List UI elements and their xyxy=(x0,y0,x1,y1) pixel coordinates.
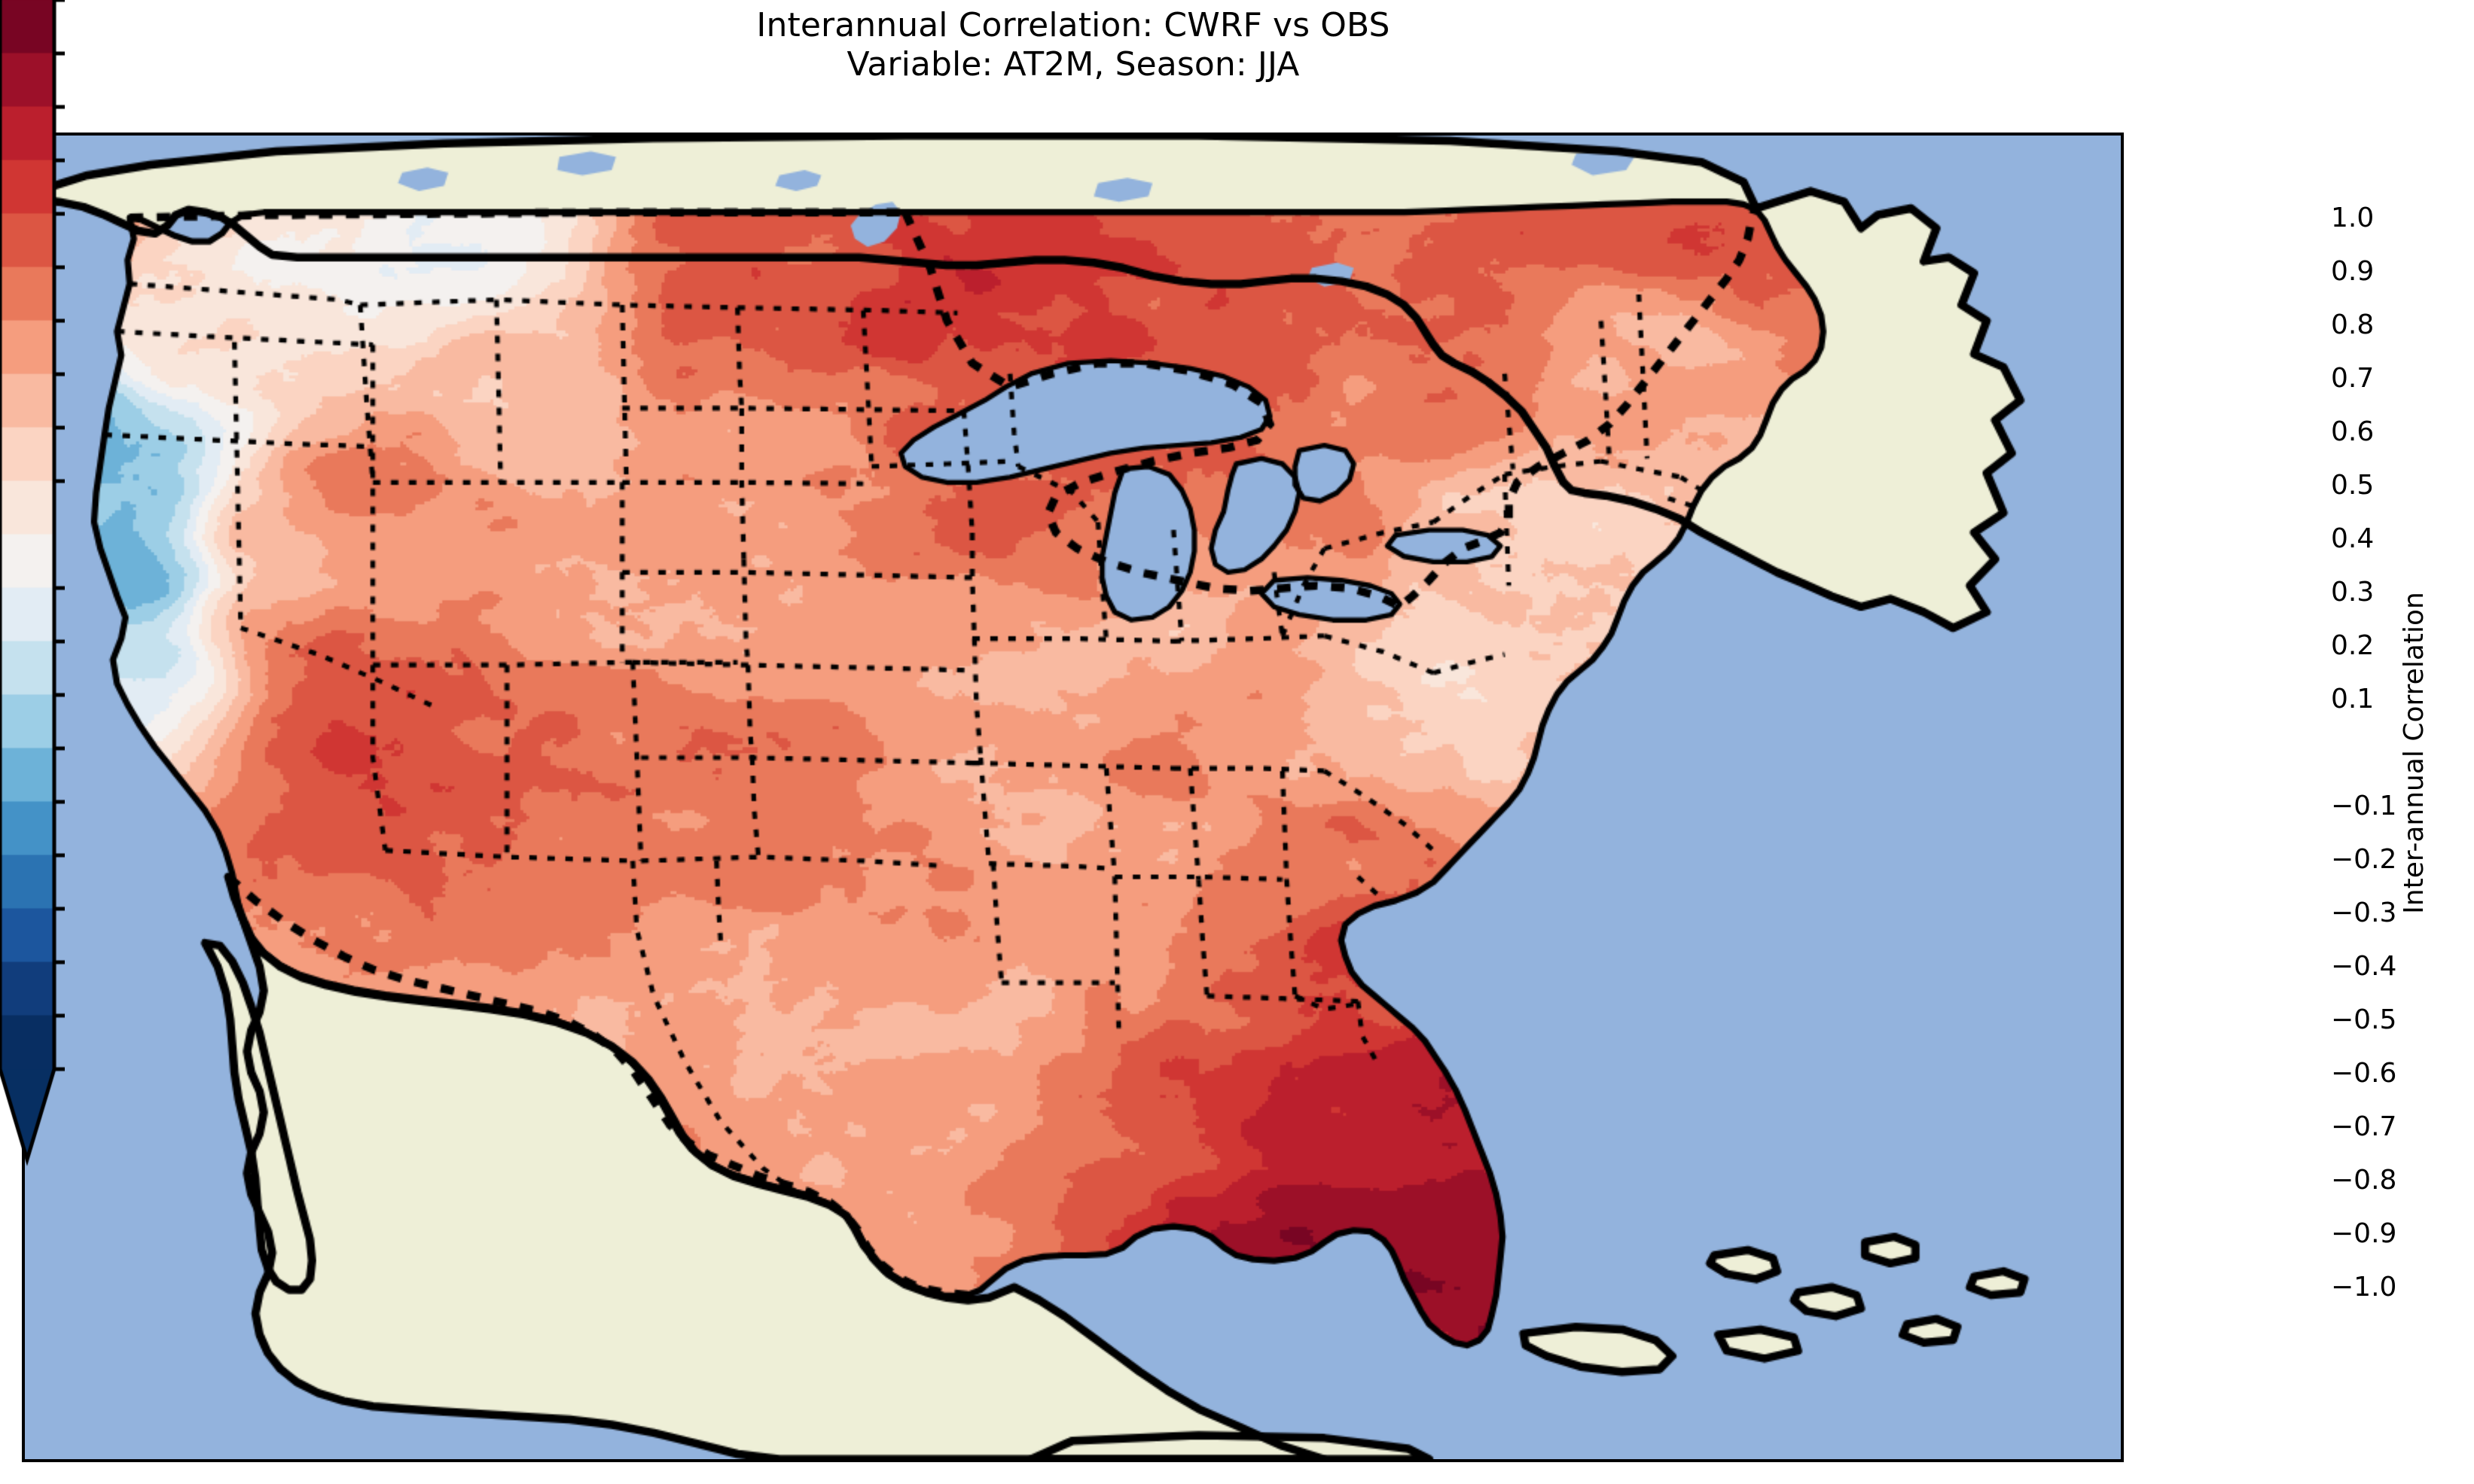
colorbar-tick-11: −0.2 xyxy=(2331,844,2397,875)
correlation-map xyxy=(25,136,2121,1459)
colorbar-axis-label: Inter-annual Correlation xyxy=(2399,592,2430,914)
colorbar-tick-19: −1.0 xyxy=(2331,1272,2397,1303)
colorbar-tick-9: 0.1 xyxy=(2331,684,2375,715)
map-axes xyxy=(22,133,2124,1462)
colorbar-tick-7: 0.3 xyxy=(2331,577,2375,608)
colorbar-tick-15: −0.6 xyxy=(2331,1058,2397,1089)
colorbar-tick-14: −0.5 xyxy=(2331,1004,2397,1035)
colorbar-tick-8: 0.2 xyxy=(2331,630,2375,661)
figure-title: Interannual Correlation: CWRF vs OBS Var… xyxy=(0,6,2146,84)
colorbar-tick-17: −0.8 xyxy=(2331,1165,2397,1196)
colorbar-tick-3: 0.7 xyxy=(2331,363,2375,394)
title-line-2: Variable: AT2M, Season: JJA xyxy=(847,44,1300,84)
colorbar-tick-4: 0.6 xyxy=(2331,416,2375,447)
colorbar-tick-1: 0.9 xyxy=(2331,256,2375,287)
colorbar-tick-labels: 1.0 0.9 0.8 0.7 0.6 0.5 0.4 0.3 0.2 0.1 −0.1 −0.2 −0… xyxy=(2331,205,2414,1301)
title-line-1: Interannual Correlation: CWRF vs OBS xyxy=(756,6,1390,44)
colorbar-tick-13: −0.4 xyxy=(2331,951,2397,982)
colorbar-gradient xyxy=(0,0,65,1181)
colorbar-tick-2: 0.8 xyxy=(2331,309,2375,340)
colorbar-tick-10: −0.1 xyxy=(2331,791,2397,821)
colorbar-tick-0: 1.0 xyxy=(2331,203,2375,233)
colorbar-tick-5: 0.5 xyxy=(2331,470,2375,501)
colorbar-tick-18: −0.9 xyxy=(2331,1218,2397,1249)
colorbar-tick-6: 0.4 xyxy=(2331,523,2375,554)
colorbar-tick-16: −0.7 xyxy=(2331,1111,2397,1142)
colorbar-tick-12: −0.3 xyxy=(2331,897,2397,928)
